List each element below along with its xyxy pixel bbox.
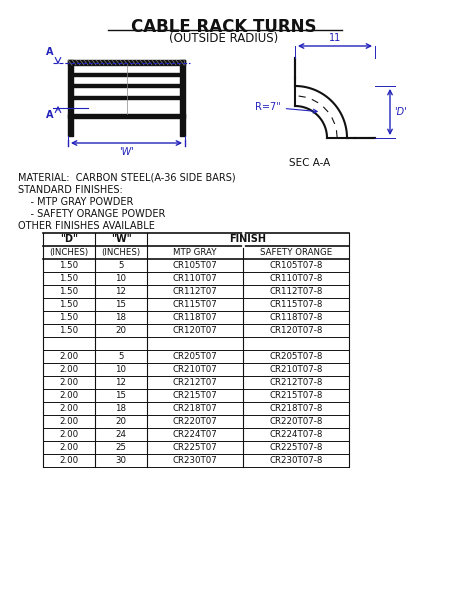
Text: 'D': 'D' [394,107,407,117]
Text: CR225T07: CR225T07 [172,443,217,452]
Text: 20: 20 [115,326,127,335]
Text: CR210T07-8: CR210T07-8 [269,365,323,374]
Text: 30: 30 [115,456,127,465]
Text: SAFETY ORANGE: SAFETY ORANGE [260,248,332,257]
Text: CR218T07: CR218T07 [172,404,217,413]
Text: CR210T07: CR210T07 [172,365,217,374]
Text: 2.00: 2.00 [59,391,79,400]
Text: CR112T07: CR112T07 [172,287,217,296]
Text: CR110T07: CR110T07 [172,274,217,283]
Text: 11: 11 [329,33,341,43]
Text: 2.00: 2.00 [59,430,79,439]
Text: A: A [46,110,54,120]
Text: CR220T07: CR220T07 [172,417,217,426]
Text: 2.00: 2.00 [59,378,79,387]
Text: CR224T07: CR224T07 [172,430,217,439]
Text: 10: 10 [115,365,127,374]
Text: CR115T07-8: CR115T07-8 [269,300,323,309]
Text: 2.00: 2.00 [59,365,79,374]
Text: CR215T07: CR215T07 [172,391,217,400]
Text: CR215T07-8: CR215T07-8 [269,391,323,400]
Text: CR115T07: CR115T07 [172,300,217,309]
Text: CR220T07-8: CR220T07-8 [269,417,323,426]
Text: 20: 20 [115,417,127,426]
Text: - MTP GRAY POWDER: - MTP GRAY POWDER [18,197,133,207]
Text: MATERIAL:  CARBON STEEL(A-36 SIDE BARS): MATERIAL: CARBON STEEL(A-36 SIDE BARS) [18,173,236,183]
Text: (INCHES): (INCHES) [49,248,88,257]
Text: 2.00: 2.00 [59,417,79,426]
Text: CR118T07: CR118T07 [172,313,217,322]
Text: (OUTSIDE RADIUS): (OUTSIDE RADIUS) [169,32,279,45]
Text: 1.50: 1.50 [59,287,79,296]
Text: CR120T07: CR120T07 [172,326,217,335]
Text: SEC A-A: SEC A-A [289,158,330,168]
Text: CR112T07-8: CR112T07-8 [269,287,323,296]
Text: 2.00: 2.00 [59,456,79,465]
Text: CR118T07-8: CR118T07-8 [269,313,323,322]
Text: STANDARD FINISHES:: STANDARD FINISHES: [18,185,123,195]
Text: R=7": R=7" [255,102,317,113]
Text: (INCHES): (INCHES) [101,248,141,257]
Text: 15: 15 [115,300,127,309]
Text: CR212T07-8: CR212T07-8 [269,378,323,387]
Text: CR120T07-8: CR120T07-8 [269,326,323,335]
Text: 18: 18 [115,404,127,413]
Text: CR212T07: CR212T07 [172,378,217,387]
Text: CR230T07: CR230T07 [172,456,217,465]
Text: CR105T07-8: CR105T07-8 [269,261,323,270]
Text: A: A [46,47,54,57]
Text: - SAFETY ORANGE POWDER: - SAFETY ORANGE POWDER [18,209,165,219]
Text: 18: 18 [115,313,127,322]
Text: CR205T07-8: CR205T07-8 [269,352,323,361]
Text: 10: 10 [115,274,127,283]
Text: CR218T07-8: CR218T07-8 [269,404,323,413]
Text: MTP GRAY: MTP GRAY [173,248,217,257]
Text: 2.00: 2.00 [59,443,79,452]
Text: CABLE RACK TURNS: CABLE RACK TURNS [131,18,317,36]
Text: FINISH: FINISH [229,235,267,244]
Text: 'W': 'W' [119,147,134,157]
Text: 24: 24 [115,430,127,439]
Text: CR224T07-8: CR224T07-8 [269,430,323,439]
Text: 1.50: 1.50 [59,313,79,322]
Text: "W": "W" [110,235,132,244]
Text: OTHER FINISHES AVAILABLE: OTHER FINISHES AVAILABLE [18,221,155,231]
Text: 5: 5 [118,261,124,270]
Text: CR230T07-8: CR230T07-8 [269,456,323,465]
Text: 12: 12 [115,287,127,296]
Text: 25: 25 [115,443,127,452]
Text: CR110T07-8: CR110T07-8 [269,274,323,283]
Text: 1.50: 1.50 [59,300,79,309]
Text: 12: 12 [115,378,127,387]
Text: 1.50: 1.50 [59,326,79,335]
Text: "D": "D" [60,235,78,244]
Text: CR225T07-8: CR225T07-8 [269,443,323,452]
Text: 2.00: 2.00 [59,404,79,413]
Text: 15: 15 [115,391,127,400]
Text: 5: 5 [118,352,124,361]
Text: 2.00: 2.00 [59,352,79,361]
Text: CR205T07: CR205T07 [172,352,217,361]
Text: CR105T07: CR105T07 [172,261,217,270]
Text: 1.50: 1.50 [59,261,79,270]
Text: 1.50: 1.50 [59,274,79,283]
